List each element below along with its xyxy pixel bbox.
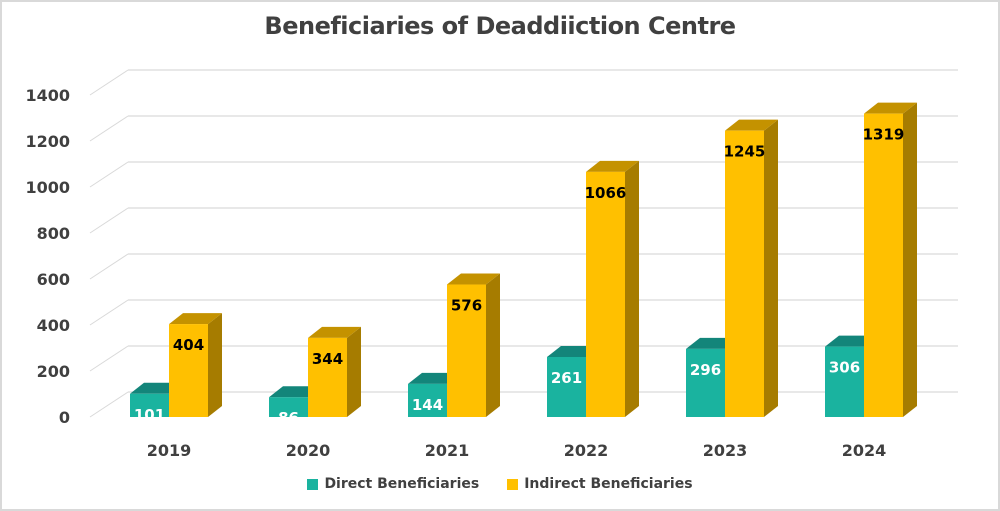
bar-direct-2021[interactable] xyxy=(408,383,447,417)
legend-swatch-direct xyxy=(307,478,319,490)
data-label: 1245 xyxy=(724,143,766,161)
x-tick-label: 2022 xyxy=(564,441,609,460)
bar-indirect-2020[interactable] xyxy=(308,337,347,417)
y-tick-label: 800 xyxy=(37,224,70,243)
chart-title: Beneficiaries of Deaddiiction Centre xyxy=(264,12,736,40)
legend-label-direct: Direct Beneficiaries xyxy=(324,476,480,492)
data-label: 306 xyxy=(829,359,860,377)
bar-direct-2024[interactable] xyxy=(825,346,864,417)
data-label: 1066 xyxy=(585,184,627,202)
bar-top xyxy=(447,273,500,285)
bar-side xyxy=(625,160,639,417)
x-tick-label: 2021 xyxy=(425,441,470,460)
bar-side xyxy=(486,273,500,417)
gridline-depth xyxy=(89,115,129,142)
bar-side xyxy=(208,313,222,417)
bar-indirect-2022[interactable] xyxy=(586,171,625,417)
bar-top xyxy=(864,102,917,114)
legend-item-indirect[interactable]: Indirect Beneficiaries xyxy=(507,476,693,492)
bar-direct-2020[interactable] xyxy=(269,397,308,417)
data-label: 404 xyxy=(173,336,204,354)
bar-indirect-2024[interactable] xyxy=(864,113,903,417)
bar-indirect-2019[interactable] xyxy=(169,324,208,417)
bar-direct-2019[interactable] xyxy=(130,393,169,417)
gridline-depth xyxy=(89,391,129,418)
y-tick-label: 0 xyxy=(59,408,70,427)
data-label: 144 xyxy=(412,396,443,414)
bar-indirect-2021[interactable] xyxy=(447,284,486,417)
legend-swatch-indirect xyxy=(507,478,519,490)
y-tick-label: 400 xyxy=(37,316,70,335)
bar-side xyxy=(764,119,778,418)
gridline-depth xyxy=(89,253,129,280)
gridline-depth xyxy=(89,299,129,326)
gridline-depth xyxy=(89,161,129,188)
data-label: 296 xyxy=(690,361,721,379)
x-tick-label: 2024 xyxy=(842,441,887,460)
bar-indirect-2023[interactable] xyxy=(725,130,764,417)
y-tick-label: 1200 xyxy=(25,132,70,151)
bar-side xyxy=(347,326,361,417)
y-tick-label: 600 xyxy=(37,270,70,289)
y-tick-label: 200 xyxy=(37,362,70,381)
legend-item-direct[interactable]: Direct Beneficiaries xyxy=(307,476,479,492)
data-label: 86 xyxy=(278,409,299,427)
y-tick-label: 1400 xyxy=(25,86,70,105)
x-tick-label: 2020 xyxy=(286,441,331,460)
gridline-depth xyxy=(89,69,129,96)
data-label: 344 xyxy=(312,350,343,368)
gridline-depth xyxy=(89,345,129,372)
bar-direct-2023[interactable] xyxy=(686,348,725,417)
data-label: 1319 xyxy=(863,126,905,144)
data-label: 576 xyxy=(451,297,482,315)
x-tick-label: 2019 xyxy=(147,441,192,460)
bar-top xyxy=(308,326,361,338)
bar-top xyxy=(586,160,639,172)
chart-legend: Direct Beneficiaries Indirect Beneficiar… xyxy=(0,476,1000,492)
data-label: 261 xyxy=(551,369,582,387)
bar-direct-2022[interactable] xyxy=(547,356,586,417)
bar-top xyxy=(725,119,778,131)
gridline-depth xyxy=(89,207,129,234)
data-label: 101 xyxy=(134,406,165,424)
bar-top xyxy=(169,313,222,325)
bar-side xyxy=(903,102,917,417)
x-tick-label: 2023 xyxy=(703,441,748,460)
legend-label-indirect: Indirect Beneficiaries xyxy=(524,476,693,492)
y-tick-label: 1000 xyxy=(25,178,70,197)
